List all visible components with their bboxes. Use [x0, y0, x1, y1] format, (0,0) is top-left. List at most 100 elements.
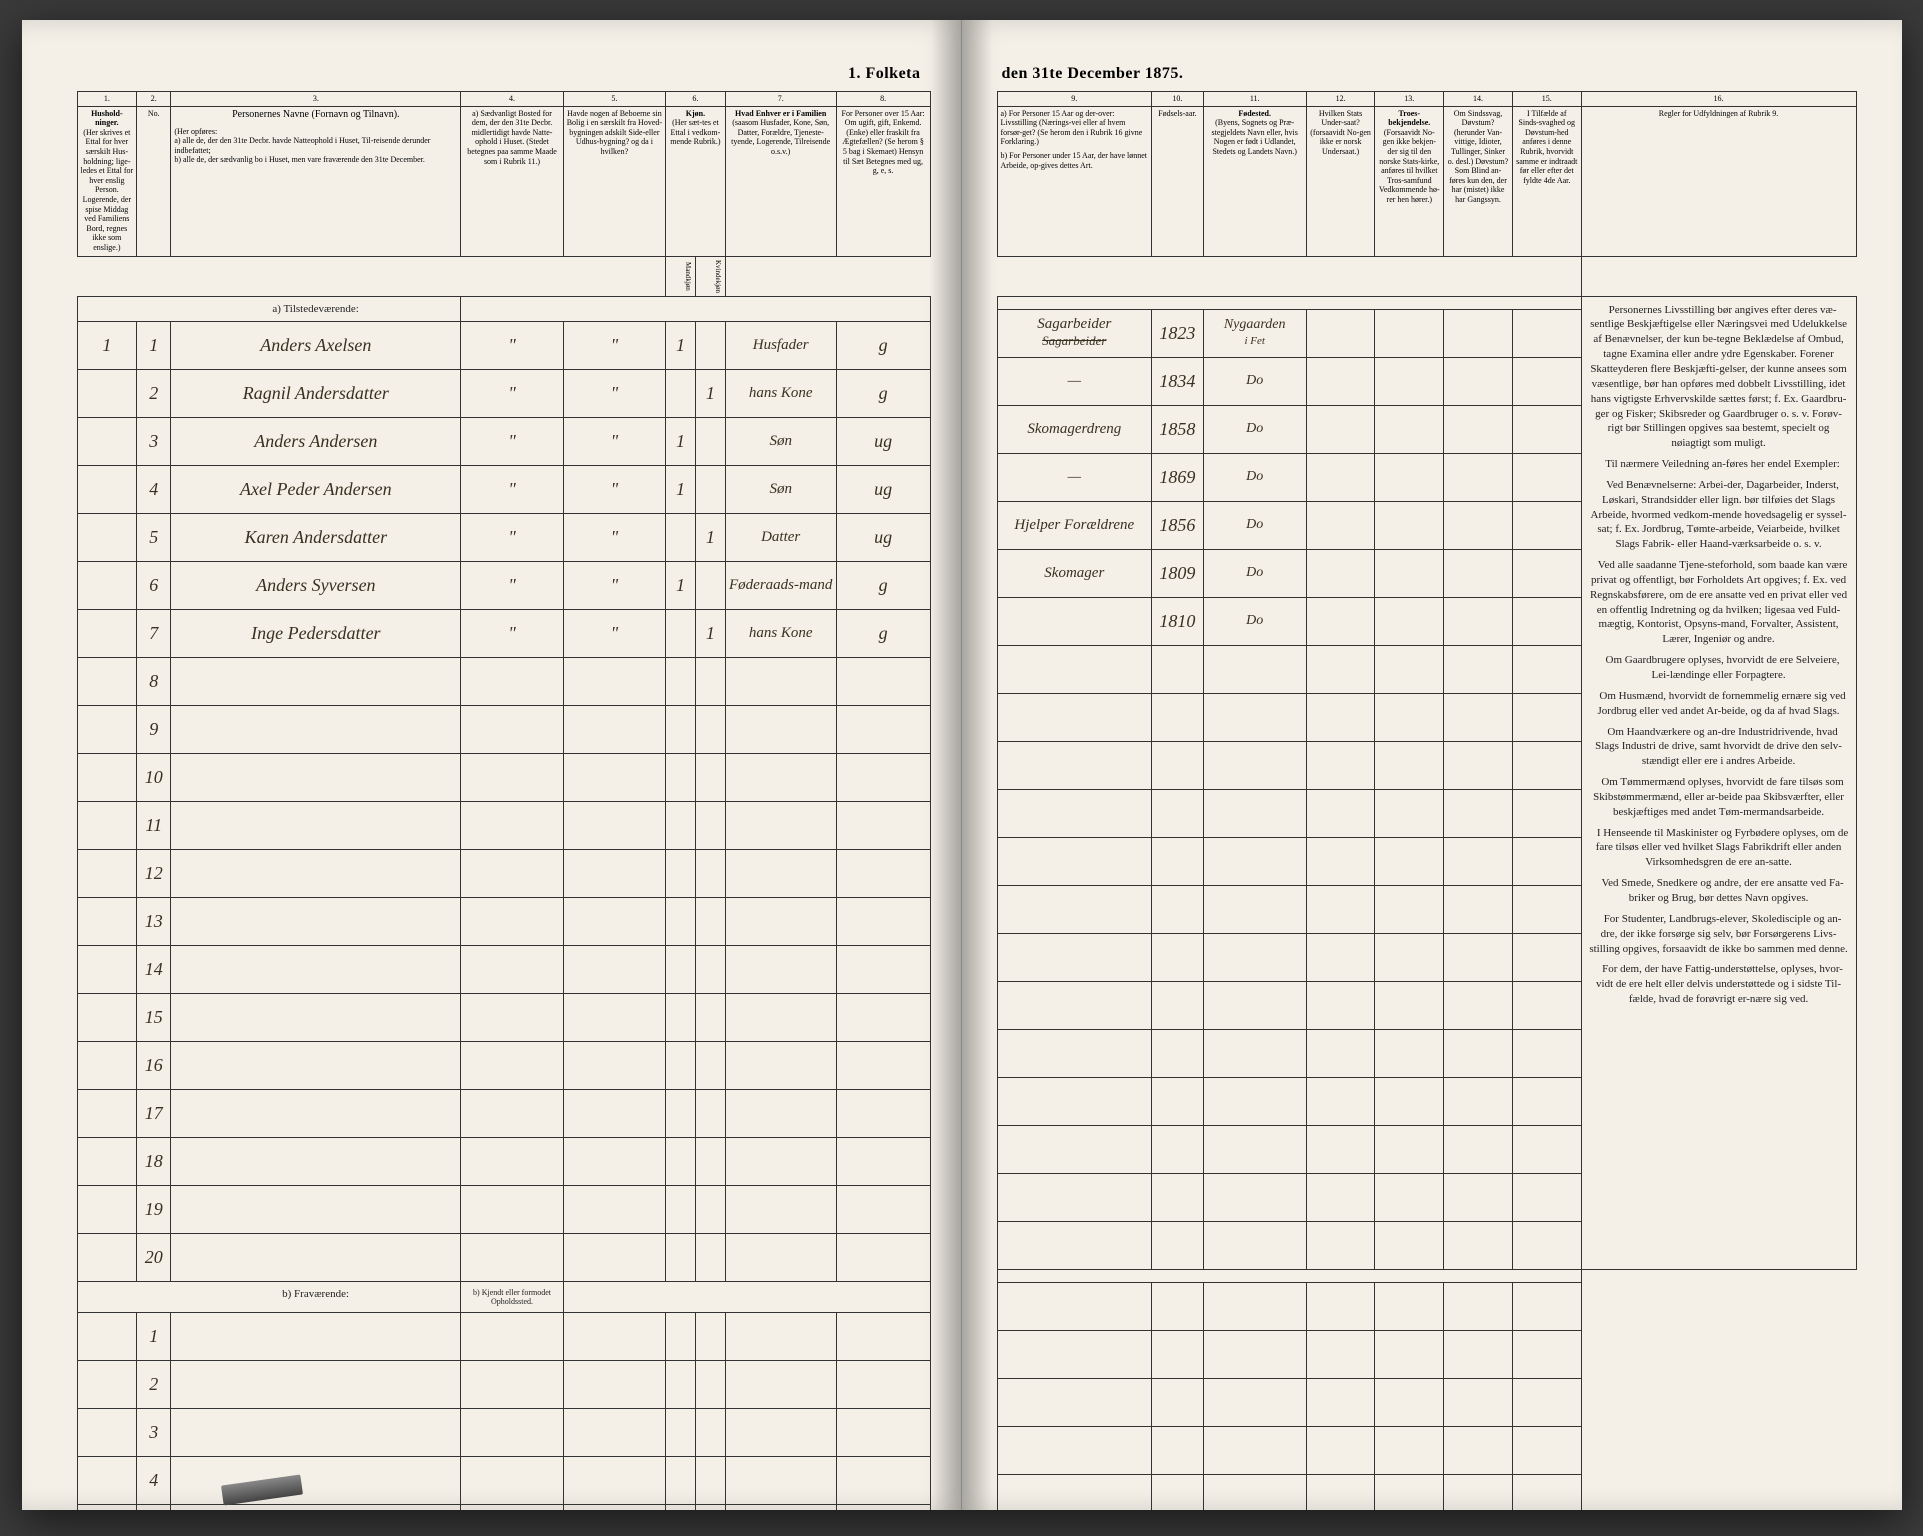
empty-absent-row: 1	[77, 1312, 930, 1360]
cell-c12	[1306, 549, 1375, 597]
col6-header: Kjøn. (Her sæt-tes et Ettal i vedkom-men…	[666, 106, 726, 256]
col-number-row: 1. 2. 3. 4. 5. 6. 7. 8.	[77, 92, 930, 107]
empty-absent-row: 4	[77, 1456, 930, 1504]
census-row: 7Inge Pedersdatter""1hans Koneg	[77, 609, 930, 657]
cell-c4: "	[461, 369, 563, 417]
cell-rownum: 20	[137, 1233, 171, 1281]
cell-occupation: Skomager	[997, 549, 1152, 597]
cell-marital: g	[836, 609, 930, 657]
cell-c13	[1375, 309, 1444, 357]
cell-marital: ug	[836, 465, 930, 513]
cell-birthplace: Nygaardeni Fet	[1203, 309, 1306, 357]
cell-c14	[1444, 501, 1513, 549]
cell-rownum: 3	[137, 417, 171, 465]
col4-num: 4.	[461, 92, 563, 107]
cell-birthplace: Do	[1203, 357, 1306, 405]
cell-female: 1	[695, 369, 725, 417]
cell-c13	[1375, 597, 1444, 645]
col8-num: 8.	[836, 92, 930, 107]
cell-c12	[1306, 501, 1375, 549]
rubrik-paragraph: Personernes Livsstilling bør angives eft…	[1588, 303, 1850, 451]
cell-birthyear: 1856	[1152, 501, 1204, 549]
col16-num: 16.	[1581, 92, 1856, 107]
empty-row: 17	[77, 1089, 930, 1137]
cell-relation: Føderaads-mand	[725, 561, 836, 609]
cell-rownum: 4	[137, 465, 171, 513]
cell-name: Axel Peder Andersen	[171, 465, 461, 513]
cell-c4: "	[461, 513, 563, 561]
cell-c5: "	[563, 465, 665, 513]
cell-marital: g	[836, 321, 930, 369]
cell-rownum: 11	[137, 801, 171, 849]
cell-birthyear: 1869	[1152, 453, 1204, 501]
cell-male	[666, 609, 696, 657]
cell-rownum: 5	[137, 1504, 171, 1510]
cell-c14	[1444, 453, 1513, 501]
rubrik-paragraph: Ved alle saadanne Tjene-steforhold, som …	[1588, 558, 1850, 647]
title-right: den 31te December 1875.	[997, 65, 1857, 83]
cell-c15	[1512, 309, 1581, 357]
col14-num: 14.	[1444, 92, 1513, 107]
cell-c14	[1444, 405, 1513, 453]
cell-c13	[1375, 549, 1444, 597]
cell-c12	[1306, 597, 1375, 645]
cell-c14	[1444, 597, 1513, 645]
cell-rownum: 2	[137, 369, 171, 417]
col8-header: For Personer over 15 Aar: Om ugift, gift…	[836, 106, 930, 256]
empty-row: 11	[77, 801, 930, 849]
cell-name: Anders Syversen	[171, 561, 461, 609]
col15-num: 15.	[1512, 92, 1581, 107]
empty-absent-row-r	[997, 1330, 1856, 1378]
col6-num: 6.	[666, 92, 726, 107]
cell-relation: Søn	[725, 417, 836, 465]
cell-male	[666, 369, 696, 417]
cell-occupation: SagarbeiderSagarbeider	[997, 309, 1152, 357]
col3-header: Personernes Navne (Fornavn og Tilnavn). …	[171, 106, 461, 256]
empty-row: 9	[77, 705, 930, 753]
cell-rownum: 17	[137, 1089, 171, 1137]
cell-birthplace: Do	[1203, 549, 1306, 597]
cell-rownum: 10	[137, 753, 171, 801]
empty-absent-row: 2	[77, 1360, 930, 1408]
cell-relation: hans Kone	[725, 609, 836, 657]
cell-c5: "	[563, 513, 665, 561]
cell-rownum: 4	[137, 1456, 171, 1504]
col3-num: 3.	[171, 92, 461, 107]
cell-household: 1	[77, 321, 137, 369]
rubrik-paragraph: Om Tømmermænd oplyses, hvorvidt de fare …	[1588, 775, 1850, 820]
section-present-row: a) Tilstedeværende:	[77, 296, 930, 321]
cell-birthyear: 1810	[1152, 597, 1204, 645]
col-header-row: Hushold- ninger. (Her skrives et Ettal f…	[77, 106, 930, 256]
cell-c12	[1306, 309, 1375, 357]
empty-absent-row-r	[997, 1426, 1856, 1474]
cell-c14	[1444, 309, 1513, 357]
cell-c13	[1375, 453, 1444, 501]
rubrik-paragraph: Om Gaardbrugere oplyses, hvorvidt de ere…	[1588, 653, 1850, 683]
col9-num: 9.	[997, 92, 1152, 107]
cell-birthyear: 1809	[1152, 549, 1204, 597]
cell-relation: Søn	[725, 465, 836, 513]
empty-row: 20	[77, 1233, 930, 1281]
col9-header: a) For Personer 15 Aar og der-over: Livs…	[997, 106, 1152, 256]
census-table-left: 1. 2. 3. 4. 5. 6. 7. 8. Hushold- ninger.…	[77, 91, 931, 1510]
section-absent-row-r	[997, 1269, 1856, 1282]
cell-female	[695, 321, 725, 369]
cell-relation: Husfader	[725, 321, 836, 369]
col12-header: Hvilken Stats Under-saat? (forsaavidt No…	[1306, 106, 1375, 256]
cell-c4: "	[461, 561, 563, 609]
cell-occupation	[997, 597, 1152, 645]
cell-c12	[1306, 453, 1375, 501]
col-number-row-r: 9. 10. 11. 12. 13. 14. 15. 16.	[997, 92, 1856, 107]
cell-c5: "	[563, 609, 665, 657]
cell-c4: "	[461, 321, 563, 369]
cell-c13	[1375, 501, 1444, 549]
col12-num: 12.	[1306, 92, 1375, 107]
rubrik-paragraph: Til nærmere Veiledning an-føres her ende…	[1588, 457, 1850, 472]
col6-k: Kvindekjøn	[695, 256, 725, 296]
empty-row: 18	[77, 1137, 930, 1185]
cell-female	[695, 465, 725, 513]
cell-household	[77, 465, 137, 513]
cell-c4: "	[461, 465, 563, 513]
col5-header: Havde nogen af Beboerne sin Bolig i en s…	[563, 106, 665, 256]
section-present-row-r: Personernes Livsstilling bør angives eft…	[997, 296, 1856, 309]
